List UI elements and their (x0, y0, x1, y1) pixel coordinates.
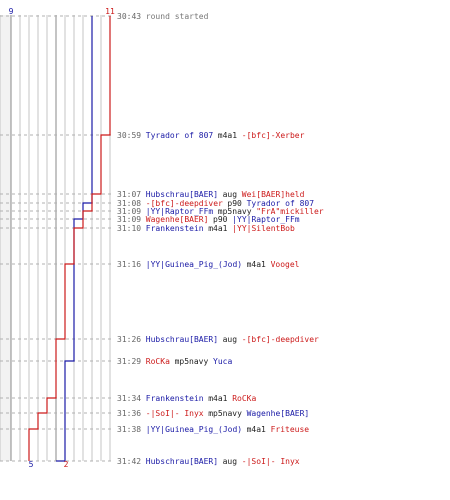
event-victim: Yuca (213, 357, 232, 366)
event-victim: -|SoI|- Inyx (242, 457, 300, 466)
event-time: 31:42 (117, 457, 141, 466)
event-row: 31:36 -|SoI|- Inyx mp5navy Wagenhe[BAER] (117, 409, 309, 418)
event-time: 31:08 (117, 199, 141, 208)
event-time: 31:07 (117, 190, 141, 199)
red-start-count-label: 11 (105, 7, 115, 16)
grid-left-pad (0, 15, 11, 461)
event-row: 31:10 Frankenstein m4a1 |YY|SilentBob (117, 224, 295, 233)
event-victim: Voogel (271, 260, 300, 269)
event-time: 31:09 (117, 207, 141, 216)
event-time: 30:59 (117, 131, 141, 140)
event-victim: -[bfc]-Xerber (242, 131, 305, 140)
event-killer: round started (146, 12, 209, 21)
event-row: 31:09 |YY|Raptor_FFm mp5navy "FrA"mickiller (117, 207, 324, 216)
event-weapon: aug (223, 457, 238, 466)
event-victim: Wagenhe[BAER] (247, 409, 310, 418)
event-time: 31:09 (117, 215, 141, 224)
event-killer: -|SoI|- Inyx (146, 409, 204, 418)
kill-event-log: 30:43 round started 30:59 Tyrador of 807 m4a… (117, 12, 324, 466)
event-killer: RoCKa (146, 357, 170, 366)
event-killer: Tyrador of 807 (146, 131, 214, 140)
event-row: 31:08 -[bfc]-deepdiver p90 Tyrador of 807 (117, 199, 314, 208)
event-weapon: p90 (227, 199, 242, 208)
event-killer: |YY|Guinea_Pig_(Jod) (146, 425, 242, 434)
red-team-series (28, 16, 111, 461)
event-weapon: mp5navy (175, 357, 209, 366)
event-time: 31:29 (117, 357, 141, 366)
event-weapon: p90 (213, 215, 228, 224)
red-end-count-label: 2 (64, 460, 69, 469)
event-time: 31:34 (117, 394, 141, 403)
event-row: 30:59 Tyrador of 807 m4a1 -[bfc]-Xerber (117, 131, 305, 140)
event-weapon: m4a1 (208, 394, 227, 403)
event-weapon: mp5navy (208, 409, 242, 418)
event-row: 31:16 |YY|Guinea_Pig_(Jod) m4a1 Voogel (117, 260, 300, 269)
event-killer: Hubschrau[BAER] (146, 335, 218, 344)
event-time: 31:26 (117, 335, 141, 344)
event-weapon: mp5navy (218, 207, 252, 216)
blue-end-count-label: 5 (29, 460, 34, 469)
event-weapon: m4a1 (247, 425, 266, 434)
event-time: 30:43 (117, 12, 141, 21)
event-row: 31:42 Hubschrau[BAER] aug -|SoI|- Inyx (117, 457, 300, 466)
event-row: 31:34 Frankenstein m4a1 RoCKa (117, 394, 256, 403)
event-row: 31:29 RoCKa mp5navy Yuca (117, 357, 232, 366)
event-killer: |YY|Guinea_Pig_(Jod) (146, 260, 242, 269)
event-weapon: m4a1 (208, 224, 227, 233)
event-killer: Hubschrau[BAER] (146, 457, 218, 466)
player-count-grid (0, 15, 111, 461)
event-row: 30:43 round started (117, 12, 209, 21)
event-victim: RoCKa (232, 394, 256, 403)
event-killer: Wagenhe[BAER] (146, 215, 209, 224)
event-victim: |YY|SilentBob (232, 224, 295, 233)
event-row: 31:07 Hubschrau[BAER] aug Wei[BAER]held (117, 190, 305, 199)
event-weapon: m4a1 (247, 260, 266, 269)
event-row: 31:26 Hubschrau[BAER] aug -[bfc]-deepdiver (117, 335, 319, 344)
team-count-series (28, 16, 111, 462)
event-weapon: m4a1 (218, 131, 237, 140)
count-labels: 9 11 5 2 (9, 7, 115, 469)
blue-start-count-label: 9 (9, 7, 14, 16)
event-victim: -[bfc]-deepdiver (242, 335, 319, 344)
event-victim: Tyrador of 807 (247, 199, 315, 208)
event-killer: Hubschrau[BAER] (146, 190, 218, 199)
event-victim: Friteuse (271, 425, 310, 434)
event-victim: |YY|Raptor_FFm (232, 215, 300, 224)
event-time: 31:16 (117, 260, 141, 269)
event-victim: Wei[BAER]held (242, 190, 305, 199)
event-killer: Frankenstein (146, 224, 204, 233)
event-time: 31:38 (117, 425, 141, 434)
event-time: 31:36 (117, 409, 141, 418)
event-weapon: aug (223, 190, 238, 199)
event-killer: -[bfc]-deepdiver (146, 199, 223, 208)
event-row: 31:09 Wagenhe[BAER] p90 |YY|Raptor_FFm (117, 215, 300, 224)
event-weapon: aug (223, 335, 238, 344)
event-killer: |YY|Raptor_FFm (146, 207, 214, 216)
event-time: 31:10 (117, 224, 141, 233)
event-killer: Frankenstein (146, 394, 204, 403)
event-row: 31:38 |YY|Guinea_Pig_(Jod) m4a1 Friteuse (117, 425, 309, 434)
event-victim: "FrA"mickiller (256, 207, 324, 216)
